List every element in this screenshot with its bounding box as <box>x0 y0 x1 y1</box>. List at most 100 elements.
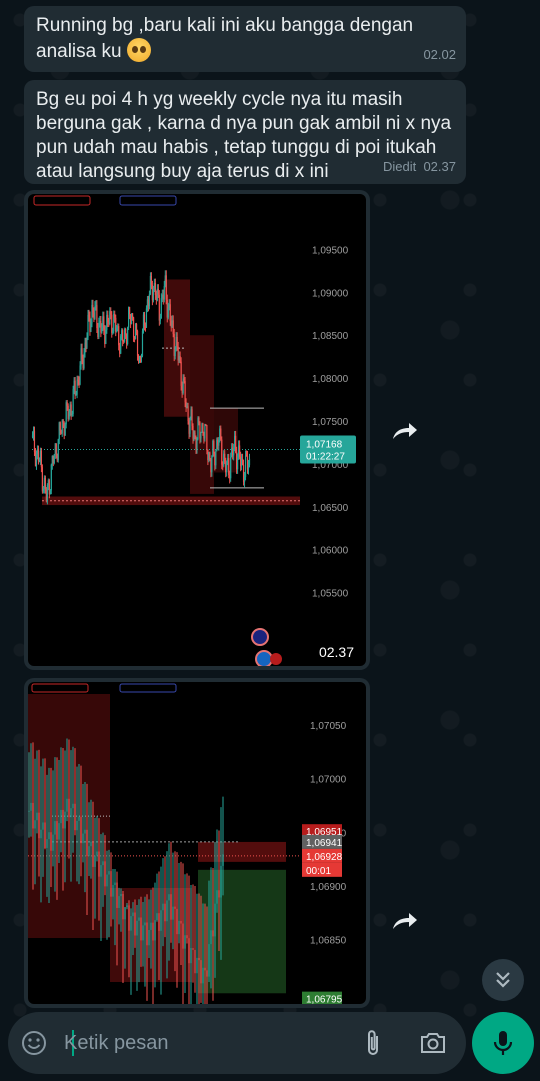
candle <box>210 930 212 945</box>
candle <box>34 820 36 829</box>
message-bubble[interactable]: Running bg ,baru kali ini aku bangga den… <box>24 6 466 72</box>
candle <box>126 334 128 344</box>
candle <box>142 314 145 331</box>
candle <box>164 903 166 922</box>
candle <box>170 894 172 920</box>
candle <box>51 456 53 465</box>
badge-icon <box>251 628 269 646</box>
candle <box>150 922 152 930</box>
candle <box>203 432 205 439</box>
candle <box>176 337 178 347</box>
candle <box>32 430 35 436</box>
text-caret <box>72 1030 74 1056</box>
price-axis-label: 1,07500 <box>312 417 349 428</box>
candle <box>40 829 42 839</box>
candle <box>154 920 156 941</box>
badge-icon <box>255 650 273 666</box>
candle <box>143 314 146 326</box>
candle <box>58 422 60 440</box>
candle <box>68 411 70 419</box>
camera-icon <box>421 1033 445 1053</box>
candle <box>63 422 65 436</box>
forward-button[interactable] <box>386 903 422 939</box>
candle <box>69 404 71 412</box>
candle <box>220 865 222 898</box>
candle <box>82 833 84 844</box>
candle <box>124 907 126 920</box>
candle <box>207 449 209 461</box>
candle <box>168 894 170 901</box>
candle <box>91 304 93 324</box>
candle <box>34 451 37 467</box>
candle <box>217 439 219 446</box>
candle <box>112 885 114 897</box>
candle <box>114 882 116 886</box>
candle <box>190 948 192 964</box>
candle <box>128 905 130 931</box>
candle <box>48 832 50 840</box>
candle <box>169 304 171 321</box>
candle <box>100 320 102 333</box>
candle <box>133 336 136 339</box>
candle <box>121 330 123 337</box>
candle <box>60 809 62 824</box>
candle <box>55 443 57 454</box>
candle <box>134 912 136 936</box>
price-axis-label: 1,09000 <box>312 288 349 299</box>
candle <box>112 331 114 333</box>
candle <box>111 314 113 333</box>
candle <box>138 917 140 921</box>
price-axis-label: 1,06850 <box>310 936 347 947</box>
candle <box>238 445 240 459</box>
candle <box>158 294 160 321</box>
candle <box>156 288 158 301</box>
candle <box>234 435 236 449</box>
candle <box>212 930 214 937</box>
candle <box>209 452 211 460</box>
candle <box>129 307 131 315</box>
candle <box>137 355 140 362</box>
candle <box>146 922 148 946</box>
candle <box>202 423 204 433</box>
candle <box>76 379 78 395</box>
candle <box>171 320 173 328</box>
candle <box>82 359 84 368</box>
candle <box>74 803 76 831</box>
candle <box>47 480 49 486</box>
candle <box>198 957 200 961</box>
candle <box>188 938 190 964</box>
candle <box>113 313 115 332</box>
candle <box>222 464 224 466</box>
camera-button[interactable] <box>418 1028 448 1058</box>
candle <box>73 380 75 390</box>
image-message[interactable]: 1,070501,070001,069501,069001,068501,069… <box>24 678 370 1008</box>
candle <box>106 314 108 330</box>
candle <box>37 449 40 462</box>
candle <box>214 903 216 937</box>
message-composer[interactable]: Ketik pesan <box>8 1012 466 1074</box>
message-bubble[interactable]: Bg eu poi 4 h yg weekly cycle nya itu ma… <box>24 80 466 184</box>
candle <box>110 311 112 315</box>
image-message[interactable]: 1,09500 1,09000 1,08500 1,08000 1,07500 1,070… <box>24 190 370 670</box>
scroll-to-bottom-button[interactable] <box>482 959 524 1001</box>
emoji-button[interactable] <box>20 1029 48 1057</box>
candle <box>61 420 63 434</box>
attach-button[interactable] <box>358 1028 388 1058</box>
forward-icon <box>393 423 417 439</box>
candle <box>148 929 150 946</box>
candle <box>150 276 153 285</box>
candle <box>65 402 67 425</box>
candle <box>94 855 96 867</box>
candle <box>102 861 104 866</box>
candle <box>120 336 122 354</box>
candle <box>139 357 142 359</box>
message-input[interactable]: Ketik pesan <box>64 1032 169 1054</box>
forward-button[interactable] <box>386 413 422 449</box>
candle <box>180 361 182 386</box>
candle <box>154 282 156 296</box>
voice-record-button[interactable] <box>472 1012 534 1074</box>
candle <box>223 453 225 466</box>
message-text-line: pun udah mau habis , tetap tunggu di poi… <box>36 137 437 158</box>
forward-icon <box>393 913 417 929</box>
price-axis-label: 1,08000 <box>312 374 349 385</box>
